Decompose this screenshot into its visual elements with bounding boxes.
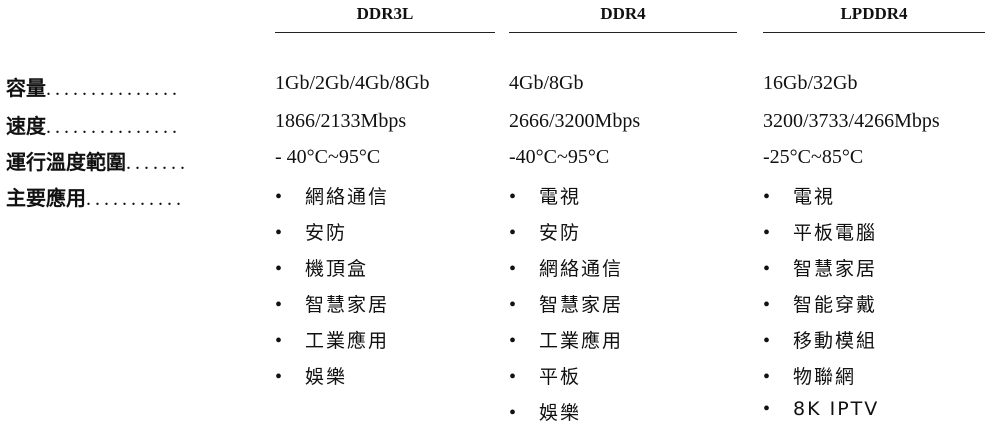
bullet-icon: • — [763, 222, 771, 244]
application-name: 網絡通信 — [539, 258, 624, 280]
cell-temp: -40°C~95°C — [509, 146, 610, 168]
application-name: 智慧家居 — [539, 294, 624, 316]
row-label: 運行溫度範圍....... — [6, 146, 189, 175]
leader-dots: ............... — [46, 116, 181, 138]
application-name: 智能穿戴 — [793, 294, 878, 316]
application-list-item: • 平板電腦 — [763, 218, 877, 245]
application-list-item: • 工業應用 — [509, 326, 623, 353]
application-name: 娛樂 — [305, 366, 348, 388]
cell-speed: 1866/2133Mbps — [275, 110, 407, 132]
bullet-icon: • — [763, 330, 771, 352]
bullet-icon: • — [509, 330, 517, 352]
bullet-icon: • — [275, 366, 283, 388]
application-list-item: • 智慧家居 — [763, 254, 877, 281]
application-name: 移動模組 — [793, 330, 878, 352]
application-list-item: • 機頂盒 — [275, 254, 368, 281]
application-list-item: • 智慧家居 — [509, 290, 623, 317]
bullet-icon: • — [763, 258, 771, 280]
application-list-item: • 智慧家居 — [275, 290, 389, 317]
row-label-text: 速度 — [6, 114, 46, 138]
application-name: 平板電腦 — [793, 222, 878, 244]
application-name: 娛樂 — [539, 402, 582, 424]
bullet-icon: • — [509, 366, 517, 388]
column-header: DDR3L — [275, 4, 495, 33]
application-list-item: • 網絡通信 — [275, 182, 389, 209]
application-list-item: • 平板 — [509, 362, 581, 389]
application-list-item: • 移動模組 — [763, 326, 877, 353]
bullet-icon: • — [763, 294, 771, 316]
bullet-icon: • — [763, 398, 771, 420]
application-list-item: • 8K IPTV — [763, 398, 879, 421]
cell-temp: -25°C~85°C — [763, 146, 864, 168]
application-list-item: • 安防 — [275, 218, 347, 245]
application-name: 智慧家居 — [793, 258, 878, 280]
application-name: 工業應用 — [539, 330, 624, 352]
bullet-icon: • — [275, 294, 283, 316]
row-label-text: 容量 — [6, 76, 46, 100]
column-header: DDR4 — [509, 4, 737, 33]
row-label: 容量............... — [6, 72, 181, 101]
bullet-icon: • — [275, 330, 283, 352]
bullet-icon: • — [509, 402, 517, 424]
application-name: 智慧家居 — [305, 294, 390, 316]
cell-capacity: 4Gb/8Gb — [509, 72, 584, 94]
application-name: 工業應用 — [305, 330, 390, 352]
application-name: 機頂盒 — [305, 258, 369, 280]
application-name: 安防 — [305, 222, 348, 244]
application-list-item: • 電視 — [763, 182, 835, 209]
leader-dots: ............... — [46, 78, 181, 100]
application-name: 電視 — [539, 186, 582, 208]
column-header: LPDDR4 — [763, 4, 985, 33]
leader-dots: ....... — [126, 152, 189, 174]
application-list-item: • 物聯網 — [763, 362, 856, 389]
application-name: 安防 — [539, 222, 582, 244]
application-name: 物聯網 — [793, 366, 857, 388]
bullet-icon: • — [275, 258, 283, 280]
application-list-item: • 智能穿戴 — [763, 290, 877, 317]
bullet-icon: • — [275, 186, 283, 208]
application-name: 電視 — [793, 186, 836, 208]
cell-speed: 3200/3733/4266Mbps — [763, 110, 940, 132]
leader-dots: ........... — [86, 188, 185, 210]
row-label-text: 運行溫度範圍 — [6, 150, 126, 174]
bullet-icon: • — [509, 294, 517, 316]
bullet-icon: • — [275, 222, 283, 244]
bullet-icon: • — [763, 366, 771, 388]
bullet-icon: • — [509, 258, 517, 280]
row-label-text: 主要應用 — [6, 186, 86, 210]
application-list-item: • 娛樂 — [275, 362, 347, 389]
application-list-item: • 電視 — [509, 182, 581, 209]
application-list-item: • 工業應用 — [275, 326, 389, 353]
bullet-icon: • — [509, 186, 517, 208]
cell-temp: - 40°C~95°C — [275, 146, 381, 168]
cell-capacity: 16Gb/32Gb — [763, 72, 858, 94]
application-name: 平板 — [539, 366, 582, 388]
cell-capacity: 1Gb/2Gb/4Gb/8Gb — [275, 72, 430, 94]
application-list-item: • 安防 — [509, 218, 581, 245]
application-list-item: • 網絡通信 — [509, 254, 623, 281]
row-label: 速度............... — [6, 110, 181, 139]
row-label: 主要應用........... — [6, 182, 185, 211]
bullet-icon: • — [509, 222, 517, 244]
application-name: 8K IPTV — [793, 398, 880, 420]
application-name: 網絡通信 — [305, 186, 390, 208]
bullet-icon: • — [763, 186, 771, 208]
application-list-item: • 娛樂 — [509, 398, 581, 425]
cell-speed: 2666/3200Mbps — [509, 110, 641, 132]
